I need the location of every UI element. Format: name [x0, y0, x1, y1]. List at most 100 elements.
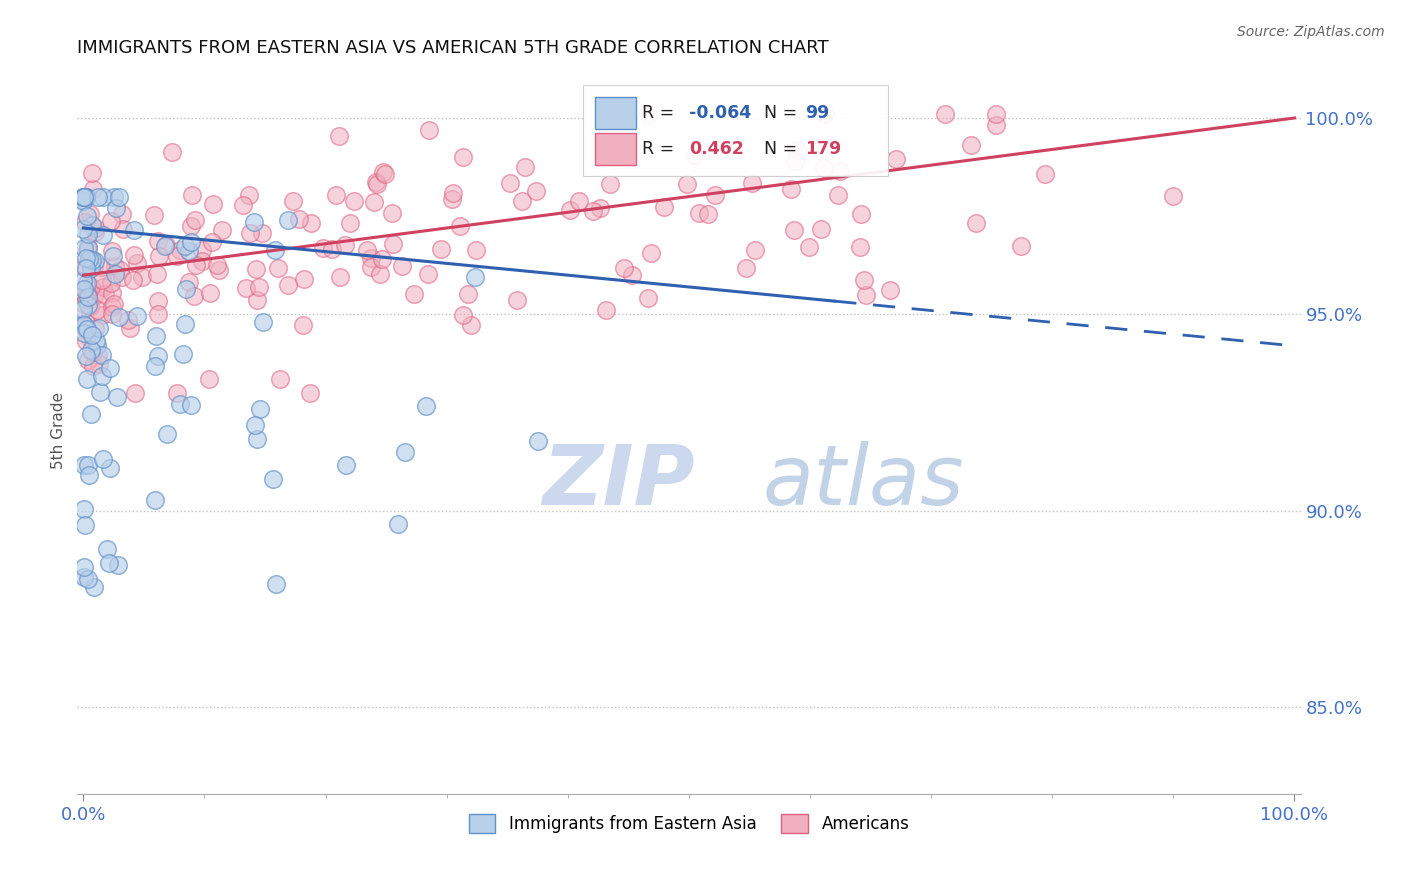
- Point: [810, 222, 832, 236]
- Point: [145, 359, 167, 374]
- Point: [965, 216, 987, 230]
- Point: [86, 189, 108, 203]
- Point: [607, 107, 630, 121]
- Point: [328, 128, 350, 143]
- Point: [292, 318, 315, 333]
- Point: [73, 326, 96, 341]
- Point: [277, 278, 299, 293]
- Text: R =: R =: [643, 103, 681, 121]
- FancyBboxPatch shape: [595, 133, 637, 165]
- Point: [79, 252, 101, 266]
- Point: [299, 216, 322, 230]
- Point: [394, 445, 416, 459]
- Point: [143, 209, 166, 223]
- Point: [82, 181, 104, 195]
- Point: [93, 280, 115, 294]
- Point: [402, 286, 425, 301]
- Point: [184, 213, 207, 227]
- Point: [267, 261, 290, 276]
- Point: [387, 516, 409, 531]
- Point: [111, 222, 134, 236]
- Point: [299, 386, 322, 401]
- Point: [239, 226, 262, 240]
- Point: [80, 279, 103, 293]
- Text: IMMIGRANTS FROM EASTERN ASIA VS AMERICAN 5TH GRADE CORRELATION CHART: IMMIGRANTS FROM EASTERN ASIA VS AMERICAN…: [77, 39, 830, 57]
- Point: [72, 193, 94, 207]
- Point: [122, 222, 145, 236]
- Point: [72, 189, 94, 203]
- Point: [1033, 167, 1056, 181]
- Point: [173, 318, 195, 332]
- Point: [103, 189, 125, 203]
- Point: [146, 293, 169, 308]
- Point: [103, 296, 125, 310]
- Point: [325, 187, 347, 202]
- Point: [180, 219, 202, 234]
- Point: [934, 107, 956, 121]
- Point: [333, 237, 356, 252]
- Point: [281, 194, 304, 208]
- Point: [264, 576, 287, 591]
- Point: [101, 301, 124, 315]
- Point: [105, 201, 128, 215]
- Point: [82, 344, 104, 359]
- Point: [186, 258, 208, 272]
- Point: [90, 260, 112, 274]
- Point: [245, 261, 267, 276]
- Point: [177, 276, 200, 290]
- Point: [87, 357, 110, 371]
- Point: [146, 307, 169, 321]
- Text: R =: R =: [643, 140, 681, 158]
- Point: [652, 200, 675, 214]
- Point: [73, 260, 96, 274]
- Point: [513, 160, 536, 174]
- Point: [143, 493, 166, 508]
- Point: [741, 176, 763, 190]
- Point: [582, 203, 605, 218]
- Point: [73, 189, 96, 203]
- Point: [111, 270, 134, 285]
- Point: [696, 207, 718, 221]
- Point: [77, 352, 100, 367]
- Point: [449, 219, 471, 234]
- Point: [568, 194, 591, 209]
- Point: [111, 207, 134, 221]
- Point: [506, 293, 529, 307]
- Point: [90, 309, 112, 323]
- Point: [599, 177, 621, 191]
- Point: [156, 427, 179, 442]
- Point: [418, 123, 440, 137]
- Point: [960, 138, 983, 153]
- Point: [247, 279, 270, 293]
- Point: [120, 321, 142, 335]
- Point: [77, 241, 100, 255]
- Point: [108, 263, 131, 277]
- Text: 99: 99: [806, 103, 830, 121]
- Point: [107, 558, 129, 573]
- Point: [76, 372, 98, 386]
- Point: [77, 298, 100, 312]
- Point: [79, 299, 101, 313]
- Text: Source: ZipAtlas.com: Source: ZipAtlas.com: [1237, 25, 1385, 39]
- Point: [83, 221, 105, 235]
- Point: [73, 320, 96, 334]
- Point: [855, 288, 877, 302]
- Point: [75, 293, 97, 307]
- Point: [277, 213, 299, 227]
- Point: [76, 277, 98, 291]
- Point: [797, 239, 820, 253]
- Point: [73, 189, 96, 203]
- Point: [879, 283, 901, 297]
- Point: [98, 461, 121, 475]
- Point: [208, 263, 231, 277]
- Point: [75, 349, 97, 363]
- Point: [828, 164, 851, 178]
- Point: [72, 302, 94, 317]
- Point: [356, 243, 378, 257]
- Point: [180, 398, 202, 412]
- Point: [360, 260, 382, 274]
- Point: [76, 322, 98, 336]
- Point: [153, 239, 176, 253]
- Point: [105, 390, 128, 404]
- Y-axis label: 5th Grade: 5th Grade: [51, 392, 66, 469]
